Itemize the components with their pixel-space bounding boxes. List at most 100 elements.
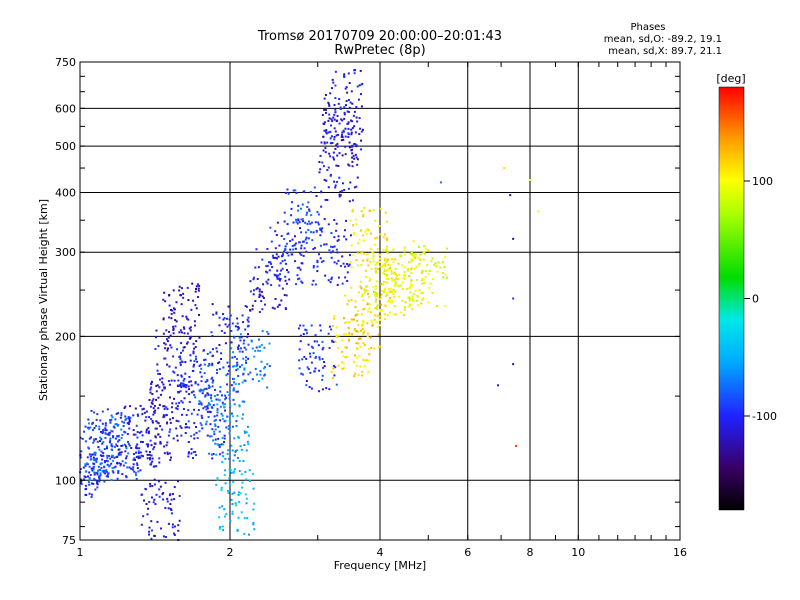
- data-point: [334, 97, 337, 100]
- data-point: [130, 467, 133, 470]
- data-point: [433, 264, 436, 267]
- data-point: [146, 453, 149, 456]
- data-point: [98, 477, 101, 480]
- data-point: [357, 242, 360, 245]
- data-point: [284, 275, 287, 278]
- data-point: [301, 281, 304, 284]
- data-point: [351, 160, 354, 163]
- data-point: [354, 69, 357, 72]
- data-point: [211, 364, 214, 367]
- data-point: [296, 266, 299, 269]
- data-point: [437, 261, 440, 264]
- data-point: [94, 438, 97, 441]
- data-point: [195, 425, 198, 428]
- data-point: [187, 455, 190, 458]
- data-point: [385, 275, 388, 278]
- data-point: [408, 297, 411, 300]
- data-point: [173, 308, 176, 311]
- data-point: [367, 371, 370, 374]
- data-point: [391, 279, 394, 282]
- data-point: [243, 368, 246, 371]
- data-point: [153, 535, 156, 538]
- data-point: [197, 409, 200, 412]
- data-point: [374, 285, 377, 288]
- data-point: [422, 282, 425, 285]
- data-point: [403, 266, 406, 269]
- colorbar: [718, 86, 745, 511]
- data-point: [363, 359, 366, 362]
- data-point: [384, 318, 387, 321]
- data-point: [171, 411, 174, 414]
- data-point: [330, 256, 333, 259]
- data-point: [347, 121, 350, 124]
- data-point: [512, 363, 515, 366]
- data-point: [270, 284, 273, 287]
- data-point: [331, 325, 334, 328]
- data-point: [274, 297, 277, 300]
- data-point: [209, 397, 212, 400]
- data-point: [276, 269, 279, 272]
- data-point: [446, 247, 449, 250]
- data-point: [366, 253, 369, 256]
- data-point: [239, 445, 242, 448]
- data-point: [223, 406, 226, 409]
- data-point: [212, 379, 215, 382]
- data-point: [326, 141, 329, 144]
- data-point: [252, 278, 255, 281]
- data-point: [232, 480, 235, 483]
- data-point: [403, 250, 406, 253]
- data-point: [283, 220, 286, 223]
- data-point: [390, 272, 393, 275]
- data-point: [230, 384, 233, 387]
- colorbar-tick-label: 100: [752, 175, 773, 188]
- data-point: [327, 332, 330, 335]
- data-point: [245, 431, 248, 434]
- data-point: [236, 361, 239, 364]
- data-point: [347, 337, 350, 340]
- data-point: [329, 92, 332, 95]
- data-point: [209, 403, 212, 406]
- data-point: [90, 467, 93, 470]
- data-point: [247, 320, 250, 323]
- data-point: [359, 229, 362, 232]
- data-point: [344, 145, 347, 148]
- data-point: [361, 293, 364, 296]
- data-point: [223, 508, 226, 511]
- data-point: [240, 511, 243, 514]
- data-point: [347, 132, 350, 135]
- data-point: [333, 261, 336, 264]
- data-point: [209, 411, 212, 414]
- data-point: [236, 317, 239, 320]
- data-point: [373, 291, 376, 294]
- data-point: [165, 414, 168, 417]
- data-point: [338, 195, 341, 198]
- data-point: [309, 371, 312, 374]
- data-point: [298, 266, 301, 269]
- data-point: [117, 412, 120, 415]
- data-point: [253, 528, 256, 531]
- data-point: [135, 445, 138, 448]
- data-point: [201, 416, 204, 419]
- data-point: [208, 452, 211, 455]
- data-point: [360, 139, 363, 142]
- data-point: [221, 401, 224, 404]
- data-point: [151, 402, 154, 405]
- data-point: [370, 267, 373, 270]
- data-point: [285, 294, 288, 297]
- data-point: [127, 417, 130, 420]
- data-point: [360, 130, 363, 133]
- data-point: [88, 483, 91, 486]
- data-point: [362, 342, 365, 345]
- data-point: [243, 443, 246, 446]
- data-point: [121, 433, 124, 436]
- data-point: [340, 118, 343, 121]
- data-point: [179, 363, 182, 366]
- data-point: [352, 233, 355, 236]
- data-point: [331, 376, 334, 379]
- x-tick-label: 16: [673, 546, 687, 559]
- data-point: [322, 346, 325, 349]
- data-point: [128, 466, 131, 469]
- data-point: [157, 345, 160, 348]
- data-point: [357, 342, 360, 345]
- data-point: [170, 512, 173, 515]
